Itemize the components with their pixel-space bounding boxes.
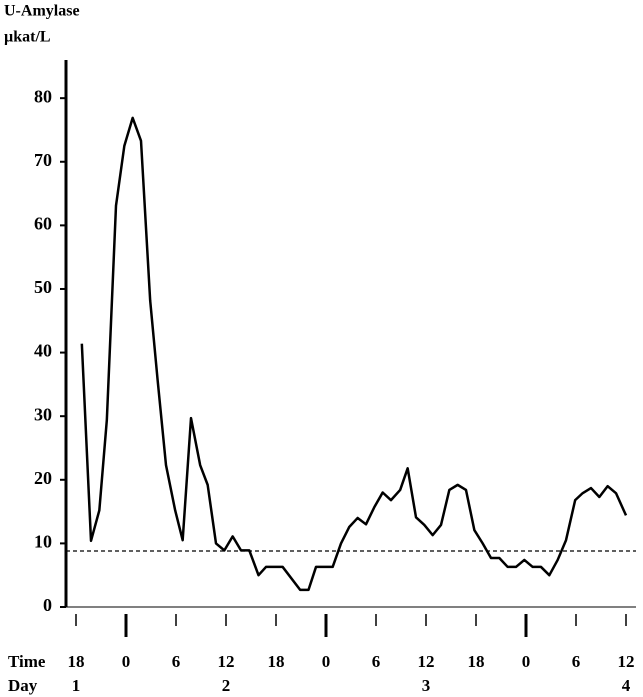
x-tick-label: 12 bbox=[418, 652, 435, 671]
x-tick-label: 6 bbox=[172, 652, 181, 671]
y-tick-label: 20 bbox=[34, 468, 52, 488]
day-label: 4 bbox=[622, 676, 631, 695]
x-tick-label: 0 bbox=[122, 652, 131, 671]
x-tick-label: 18 bbox=[468, 652, 485, 671]
chart-title: U-Amylase bbox=[4, 3, 80, 20]
x-tick-label: 0 bbox=[322, 652, 331, 671]
y-tick-label: 50 bbox=[34, 277, 52, 297]
day-label: 2 bbox=[222, 676, 231, 695]
y-tick-label: 40 bbox=[34, 341, 52, 361]
x-tick-label: 18 bbox=[68, 652, 85, 671]
x-tick-label: 12 bbox=[618, 652, 635, 671]
y-tick-label: 0 bbox=[43, 595, 52, 615]
y-unit: µkat/L bbox=[4, 29, 51, 46]
y-tick-label: 60 bbox=[34, 213, 52, 233]
y-tick-label: 80 bbox=[34, 86, 52, 106]
day-label: 1 bbox=[72, 676, 81, 695]
day-label: 3 bbox=[422, 676, 431, 695]
y-tick-label: 70 bbox=[34, 150, 52, 170]
y-tick-label: 10 bbox=[34, 532, 52, 552]
data-line bbox=[80, 116, 628, 592]
x-tick-label: 0 bbox=[522, 652, 531, 671]
time-row-label: Time bbox=[8, 652, 46, 671]
x-tick-label: 18 bbox=[268, 652, 285, 671]
x-tick-label: 12 bbox=[218, 652, 235, 671]
x-tick-label: 6 bbox=[572, 652, 581, 671]
x-tick-label: 6 bbox=[372, 652, 381, 671]
y-tick-label: 30 bbox=[34, 404, 52, 424]
day-row-label: Day bbox=[8, 676, 38, 695]
